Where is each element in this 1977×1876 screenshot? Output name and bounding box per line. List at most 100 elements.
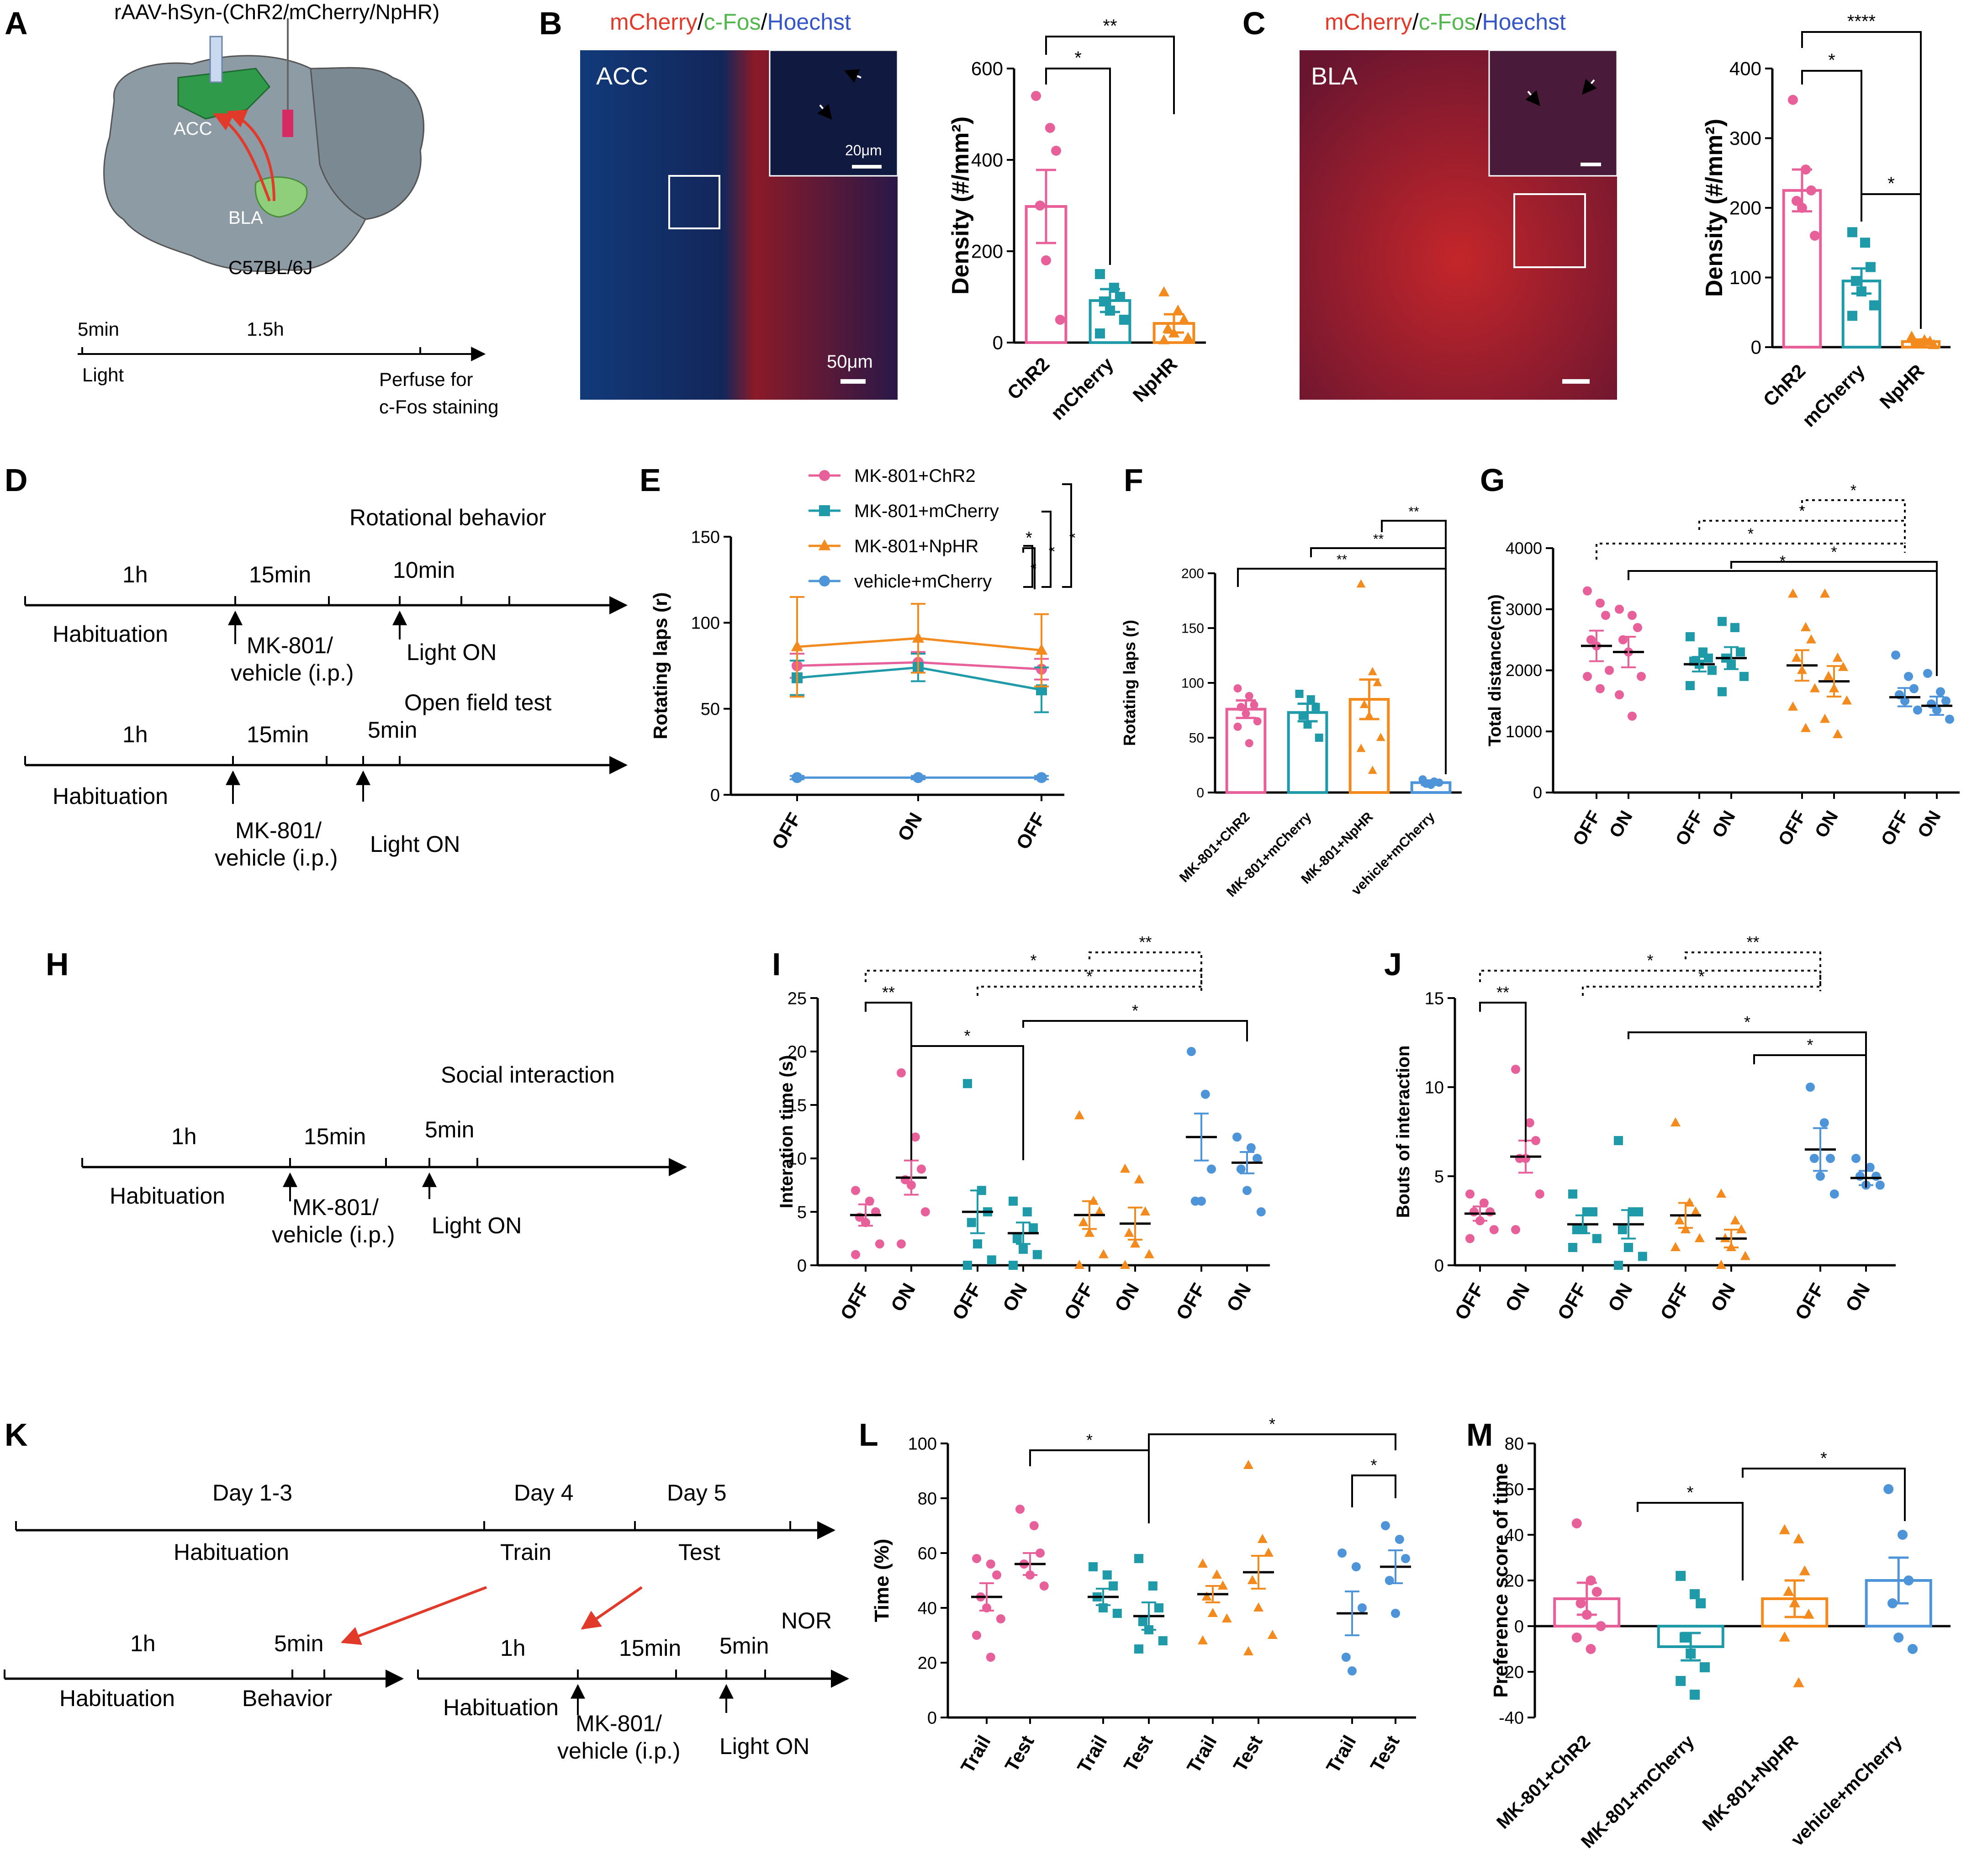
k-5min-b: 5min (719, 1633, 769, 1659)
data-point (1098, 1249, 1109, 1258)
y-tick-label: 600 (971, 58, 1003, 79)
data-point (1696, 1598, 1706, 1608)
data-point (1109, 283, 1119, 293)
data-point (1716, 1260, 1726, 1269)
data-point (1253, 1154, 1262, 1163)
y-tick-label: 0 (1434, 1256, 1444, 1275)
micrograph-c: mCherry/c-Fos/Hoechst BLA (1300, 9, 1618, 400)
acc-roi-box (668, 175, 720, 229)
k-5min-a: 5min (274, 1631, 323, 1656)
rot-mk801: MK-801/ (247, 633, 333, 658)
significance-label: * (1086, 1431, 1093, 1449)
y-tick-label: -20 (1499, 1663, 1524, 1682)
si-1h: 1h (171, 1124, 197, 1149)
data-point (1788, 701, 1798, 711)
data-point (1200, 1089, 1210, 1099)
x-tick-label: OFF (948, 1279, 986, 1323)
panel-label-l: L (859, 1417, 878, 1453)
significance-bracket (1730, 561, 1938, 571)
significance-bracket (1045, 68, 1111, 265)
x-tick-label: ON (1501, 1279, 1534, 1315)
optic-fiber-icon (209, 36, 223, 83)
significance-bracket (1023, 545, 1033, 588)
y-axis-label: Density (#/mm²) (947, 116, 974, 295)
x-tick-label: Test (1119, 1732, 1157, 1776)
y-tick-label: 400 (971, 149, 1003, 171)
data-point (1084, 1227, 1094, 1237)
data-point (1820, 588, 1830, 598)
x-tick-label: mCherry (1798, 360, 1869, 431)
day5: Day 5 (667, 1480, 727, 1506)
significance-label: * (1028, 563, 1045, 569)
significance-label: * (1067, 533, 1084, 539)
x-tick-label: ON (1708, 808, 1739, 841)
data-point (1829, 1189, 1839, 1199)
data-point (1789, 1597, 1800, 1607)
data-point (1799, 1565, 1810, 1575)
bar (1782, 189, 1822, 349)
significance-bracket (865, 970, 1202, 991)
data-point (1391, 1609, 1400, 1618)
data-point (1634, 1207, 1643, 1216)
data-point (1337, 1548, 1347, 1558)
data-point (1094, 1206, 1105, 1215)
data-point (1201, 1591, 1212, 1601)
significance-label: * (1807, 1036, 1813, 1054)
significance-label: * (1030, 951, 1036, 970)
y-tick-label: 400 (1729, 58, 1761, 79)
data-point (1847, 227, 1857, 238)
data-point (1936, 687, 1945, 697)
x-tick-label: Trail (957, 1732, 995, 1776)
data-point (1250, 701, 1258, 709)
data-point (1168, 327, 1180, 338)
data-point (1089, 1562, 1098, 1571)
data-point (973, 1239, 982, 1249)
strain-label: C57BL/6J (228, 257, 312, 278)
y-tick-label: 0 (993, 332, 1003, 354)
significance-label: * (1132, 1001, 1138, 1020)
data-point (1295, 690, 1304, 698)
data-point (1575, 1598, 1586, 1608)
data-point (1670, 1242, 1681, 1251)
y-axis-label: Bouts of interaction (1393, 1046, 1413, 1218)
significance-bracket (1742, 1468, 1906, 1521)
significance-bracket (1628, 570, 1938, 676)
data-point (1586, 1575, 1596, 1585)
legend-label: MK-801+mCherry (854, 501, 999, 521)
y-tick-label: 0 (710, 786, 720, 805)
y-tick-label: 100 (1729, 267, 1761, 288)
data-point (1197, 1196, 1206, 1206)
data-point (1029, 1223, 1038, 1233)
x-tick-label: OFF (767, 809, 805, 853)
bla-label: BLA (228, 208, 263, 228)
data-point (851, 1186, 860, 1195)
k-habituation-b: Habituation (59, 1686, 175, 1711)
y-tick-label: 0 (927, 1708, 937, 1728)
data-point (1134, 1554, 1143, 1563)
significance-label: * (1086, 967, 1093, 986)
y-tick-label: 10 (1425, 1078, 1444, 1097)
x-tick-label: NpHR (1876, 360, 1929, 413)
x-tick-label: Trail (1322, 1732, 1360, 1776)
data-point (1041, 255, 1051, 265)
significance-bracket (1351, 1474, 1396, 1507)
data-point (1525, 1118, 1534, 1127)
data-point (1381, 1521, 1390, 1530)
data-point (1218, 1580, 1228, 1590)
significance-label: * (1046, 546, 1063, 552)
significance-bracket (1801, 499, 1906, 521)
bla-inset (1488, 49, 1618, 177)
data-point (1144, 1249, 1154, 1258)
data-point (1571, 1518, 1582, 1528)
data-point (1628, 711, 1637, 721)
y-tick-label: 50 (701, 700, 720, 719)
data-point (1586, 635, 1596, 645)
data-point (1074, 1110, 1084, 1120)
significance-bracket (1479, 1002, 1527, 1142)
y-tick-label: 0 (1514, 1617, 1524, 1636)
k-1h-a: 1h (130, 1631, 156, 1656)
data-point (1788, 95, 1798, 105)
data-point (1045, 123, 1055, 133)
x-tick-label: ON (1110, 1279, 1143, 1315)
